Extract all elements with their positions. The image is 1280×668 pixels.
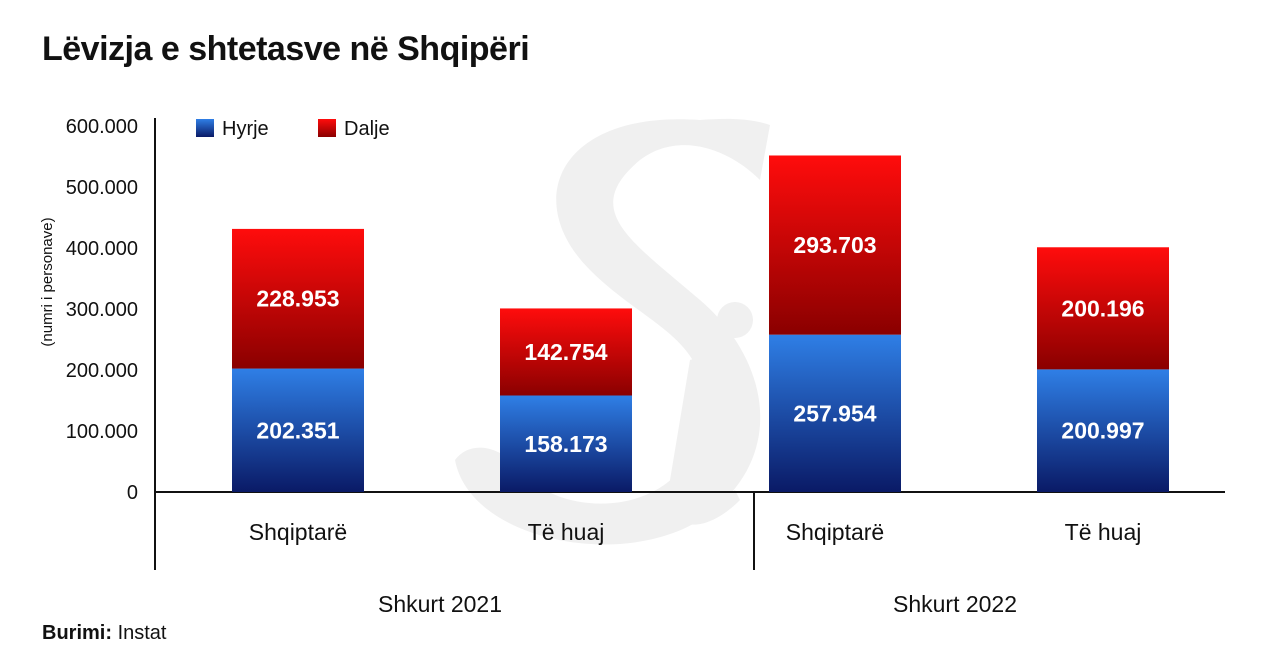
data-label: 293.703 (793, 232, 876, 258)
data-label: 228.953 (256, 286, 339, 312)
data-label: 200.196 (1061, 295, 1144, 321)
bar-hyrje (232, 368, 364, 492)
data-label: 202.351 (256, 417, 339, 443)
bar-dalje (769, 155, 901, 335)
watermark-logo (455, 118, 770, 545)
legend-swatch-dalje (318, 119, 336, 137)
source-note: Burimi: Instat (42, 622, 166, 645)
chart-title: Lëvizja e shtetasve në Shqipëri (42, 30, 530, 68)
bar-hyrje (769, 334, 901, 492)
legend-label-dalje: Dalje (344, 118, 390, 140)
x-category-label: Të huaj (1065, 519, 1142, 545)
bar-dalje (1037, 247, 1169, 370)
y-tick-label: 500.000 (66, 177, 138, 199)
legend-label-hyrje: Hyrje (222, 118, 269, 140)
data-labels: 202.351 228.953 158.173 142.754 257.954 293.7… (256, 232, 1144, 457)
y-tick-label: 100.000 (66, 421, 138, 443)
y-tick-label: 300.000 (66, 299, 138, 321)
x-group-label: Shkurt 2021 (378, 591, 502, 617)
data-label: 158.173 (524, 431, 607, 457)
y-tick-label: 200.000 (66, 360, 138, 382)
legend: Hyrje Dalje (196, 118, 390, 140)
source-value: Instat (117, 622, 167, 644)
y-tick-label: 400.000 (66, 238, 138, 260)
bar-hyrje (500, 395, 632, 492)
bars (232, 155, 1169, 492)
source-label: Burimi: (42, 622, 112, 644)
legend-swatch-hyrje (196, 119, 214, 137)
x-category-label: Shqiptarë (249, 519, 347, 545)
bar-dalje (500, 308, 632, 396)
x-category-label: Të huaj (528, 519, 605, 545)
y-axis-label: (numri i personave) (39, 217, 56, 346)
y-tick-label: 0 (127, 482, 138, 504)
data-label: 142.754 (524, 339, 607, 365)
data-label: 257.954 (793, 400, 876, 426)
bar-dalje (232, 228, 364, 369)
y-tick-label: 600.000 (66, 116, 138, 138)
data-label: 200.997 (1061, 418, 1144, 444)
x-category-label: Shqiptarë (786, 519, 884, 545)
bar-hyrje (1037, 369, 1169, 492)
x-group-label: Shkurt 2022 (893, 591, 1017, 617)
